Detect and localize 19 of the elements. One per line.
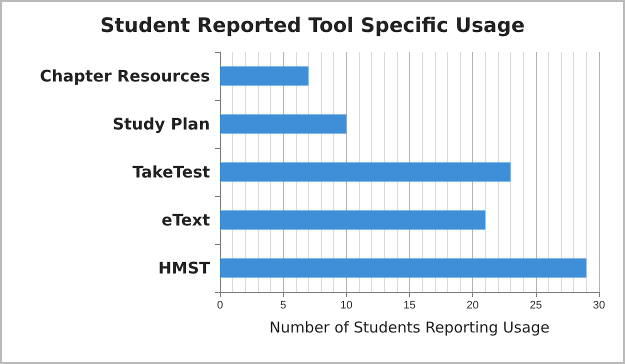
bar xyxy=(220,258,586,278)
x-tick-label: 30 xyxy=(592,300,606,312)
y-tick-label: eText xyxy=(162,210,210,230)
x-tick-label: 25 xyxy=(530,300,542,312)
bar xyxy=(220,114,346,134)
bar xyxy=(220,162,511,182)
bar xyxy=(220,210,486,230)
y-tick-label: Chapter Resources xyxy=(40,66,210,86)
x-tick-label: 15 xyxy=(403,300,416,312)
chart-title: Student Reported Tool Specific Usage xyxy=(100,13,525,37)
bar xyxy=(220,66,308,86)
y-tick-label: HMST xyxy=(158,258,210,278)
y-tick-label: Study Plan xyxy=(112,114,210,134)
x-tick-label: 10 xyxy=(340,300,352,312)
x-tick-label: 20 xyxy=(466,300,479,312)
y-tick-label: TakeTest xyxy=(132,162,210,182)
x-axis-title: Number of Students Reporting Usage xyxy=(269,318,550,336)
x-tick-label: 5 xyxy=(280,300,286,312)
x-tick-label: 0 xyxy=(216,300,224,312)
